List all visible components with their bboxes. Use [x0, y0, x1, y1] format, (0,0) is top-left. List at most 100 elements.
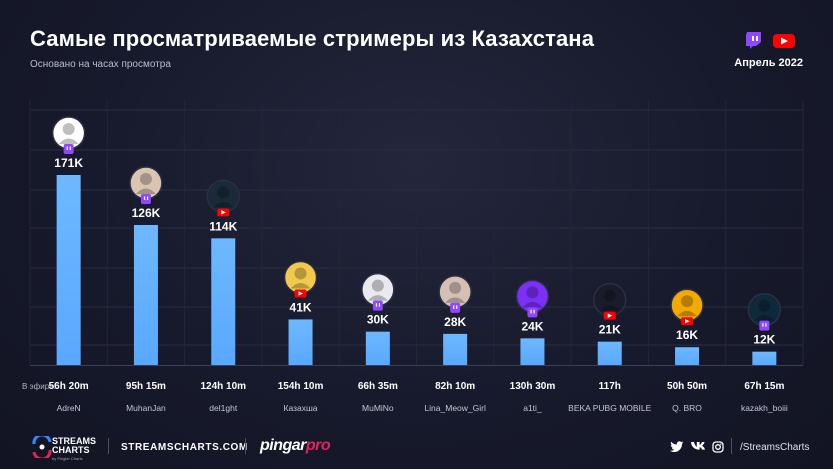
bar	[597, 341, 622, 365]
avatar-head	[294, 267, 307, 280]
bar	[133, 225, 158, 365]
chart-date: Апрель 2022	[734, 57, 803, 69]
avatar-head	[449, 281, 462, 294]
twitch-icon-detail	[66, 146, 68, 150]
data-label: 114K	[209, 219, 237, 233]
twitch-icon-detail	[69, 146, 71, 150]
social-handle[interactable]: /StreamsCharts	[740, 442, 810, 453]
avatar-head	[62, 123, 75, 135]
avatar-head	[526, 286, 539, 299]
twitch-icon-detail	[765, 323, 767, 327]
twitch-icon-detail	[530, 309, 532, 314]
vk-icon[interactable]	[691, 441, 707, 452]
avatar-body	[367, 295, 388, 301]
youtube-icon-detail	[298, 291, 304, 296]
pingar-pro-text: pro	[305, 437, 331, 454]
data-label: 16K	[676, 328, 698, 342]
avatar-head	[217, 186, 230, 199]
platform-icons	[746, 32, 795, 49]
airtime-value: 56h 20m	[49, 381, 89, 392]
instagram-icon[interactable]	[712, 441, 724, 453]
twitch-icon	[450, 302, 461, 313]
logo-text: STREAMS CHARTS	[52, 437, 96, 455]
data-label: 28K	[444, 315, 466, 329]
streamscharts-logo-icon	[32, 436, 52, 458]
avatar-body	[522, 301, 543, 308]
data-label: 126K	[132, 206, 161, 220]
airtime-value: 82h 10m	[435, 381, 475, 392]
avatar-body	[58, 138, 79, 144]
twitch-icon-detail	[378, 303, 381, 307]
avatar-head	[758, 299, 771, 312]
avatar-head	[603, 289, 616, 302]
avatar-body	[213, 201, 234, 208]
bar	[365, 331, 390, 365]
airtime-value: 66h 35m	[358, 381, 398, 392]
avatar-head	[371, 279, 384, 292]
bar-chart: В эфире: 171K 56h 20m AdreN 126K 95h 15m Muhan…	[22, 100, 804, 413]
footer-divider	[245, 438, 246, 454]
avatar-body	[135, 188, 156, 194]
twitch-icon-detail	[375, 303, 378, 307]
youtube-icon-detail	[685, 319, 690, 324]
airtime-value: 95h 15m	[126, 381, 166, 392]
twitch-icon	[746, 32, 761, 49]
youtube-icon-detail	[221, 210, 226, 215]
twitch-icon-detail	[146, 196, 149, 200]
footer-divider	[108, 438, 109, 454]
x-tick-label: a1ti_	[523, 403, 542, 413]
airtime-value: 154h 10m	[278, 381, 324, 392]
site-link[interactable]: STREAMSCHARTS.COM	[121, 442, 248, 453]
twitch-icon-detail	[533, 309, 535, 314]
footer-divider	[731, 438, 732, 454]
x-tick-label: del1ght	[209, 403, 238, 413]
airtime-value: 124h 10m	[200, 381, 246, 392]
twitter-icon[interactable]	[670, 441, 684, 453]
data-label: 171K	[54, 156, 83, 170]
data-label: 41K	[290, 300, 312, 314]
avatar-body	[290, 282, 311, 289]
logo-line-1: STREAMS	[52, 436, 97, 446]
twitch-icon	[527, 307, 538, 318]
bar	[752, 351, 777, 365]
x-tick-label: Lina_Meow_Girl	[424, 403, 486, 413]
x-tick-label: MuMiNo	[362, 403, 394, 413]
twitch-icon	[759, 320, 770, 331]
bar	[288, 319, 313, 365]
bar	[56, 175, 81, 365]
data-label: 12K	[753, 333, 775, 347]
airtime-value: 67h 15m	[744, 381, 784, 392]
airtime-label: В эфире:	[22, 382, 56, 391]
avatar-body	[445, 297, 466, 303]
airtime-value: 50h 50m	[667, 381, 707, 392]
bar	[211, 238, 236, 365]
data-label: 24K	[521, 319, 543, 333]
logo-sub: by Pingler Charts	[52, 456, 83, 461]
twitch-icon-detail	[762, 323, 764, 327]
bar	[520, 338, 545, 365]
avatar-body	[677, 310, 698, 317]
chart-subtitle: Основано на часах просмотра	[30, 59, 171, 70]
twitch-icon	[63, 144, 74, 154]
avatar-head	[681, 295, 694, 308]
grid	[29, 100, 804, 365]
pingar-text: pingar	[260, 437, 306, 454]
x-tick-label: MuhanJan	[126, 403, 166, 413]
youtube-icon	[773, 34, 795, 48]
twitch-icon-detail	[453, 305, 455, 309]
airtime-value: 117h	[599, 381, 621, 392]
twitch-icon	[140, 194, 151, 204]
twitch-icon-detail	[143, 196, 146, 200]
data-label: 21K	[599, 323, 621, 337]
x-tick-label: Казахша	[284, 403, 318, 413]
pingar-logo: pingarpro	[260, 437, 331, 455]
avatar-body	[754, 315, 775, 321]
logo-line-2: CHARTS	[52, 445, 90, 455]
x-tick-label: AdreN	[57, 403, 81, 413]
avatar-head	[139, 173, 152, 185]
data-label: 30K	[367, 313, 389, 327]
x-tick-label: kazakh_boiii	[741, 403, 788, 413]
bar	[675, 347, 700, 365]
avatar-body	[599, 305, 620, 311]
x-tick-label: BEKA PUBG MOBILE	[568, 403, 651, 413]
